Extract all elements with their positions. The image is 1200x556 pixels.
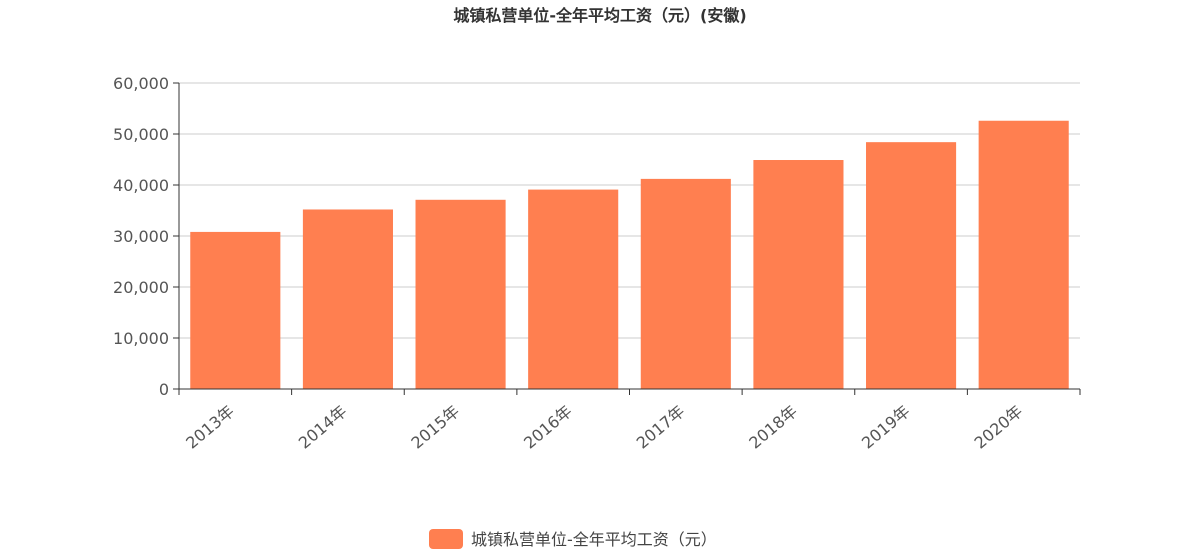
y-tick-label: 50,000 (113, 125, 169, 144)
bar[interactable] (978, 120, 1069, 390)
bar[interactable] (302, 209, 393, 389)
y-tick-label: 20,000 (113, 278, 169, 297)
legend[interactable]: 城镇私营单位-全年平均工资（元） (429, 529, 717, 549)
x-tick-label: 2016年 (520, 402, 576, 453)
x-tick-label: 2013年 (182, 402, 238, 453)
x-tick-label: 2017年 (633, 402, 689, 453)
y-tick-label: 30,000 (113, 227, 169, 246)
chart-title: 城镇私营单位-全年平均工资（元）(安徽) (453, 6, 746, 25)
bar[interactable] (190, 231, 281, 389)
y-tick-label: 40,000 (113, 176, 169, 195)
bar[interactable] (640, 178, 731, 389)
bar[interactable] (415, 199, 506, 389)
bar[interactable] (528, 189, 619, 389)
legend-label[interactable]: 城镇私营单位-全年平均工资（元） (471, 530, 717, 549)
y-tick-label: 0 (159, 380, 169, 399)
x-axis-ticks: 2013年 2014年 2015年 2016年 2017年 2018年 2019年 2020年 (178, 389, 1081, 453)
x-tick-label: 2015年 (407, 402, 463, 453)
bars (190, 120, 1069, 390)
y-axis-ticks: 0 10,000 20,000 30,000 40,000 50,000 60,000 (113, 74, 179, 399)
x-tick-label: 2019年 (858, 402, 914, 453)
y-tick-label: 60,000 (113, 74, 169, 93)
bar[interactable] (866, 142, 957, 389)
legend-swatch[interactable] (429, 529, 463, 549)
x-tick-label: 2018年 (745, 402, 801, 453)
y-tick-label: 10,000 (113, 329, 169, 348)
x-tick-label: 2014年 (295, 402, 351, 453)
bar[interactable] (753, 160, 844, 389)
x-tick-label: 2020年 (971, 402, 1027, 453)
